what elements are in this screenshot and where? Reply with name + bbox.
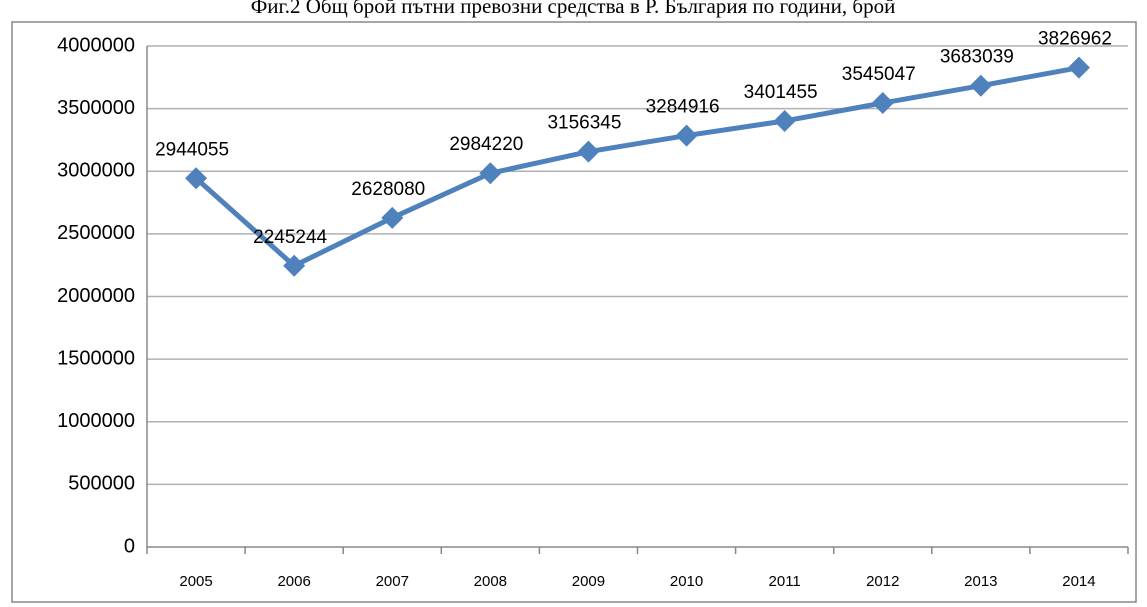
marker (479, 162, 502, 185)
data-label: 2944055 (155, 139, 229, 160)
x-tick-label: 2005 (179, 573, 212, 590)
data-label: 2628080 (351, 179, 425, 200)
data-label: 3683039 (940, 47, 1014, 68)
marker (381, 206, 404, 229)
marker (1067, 56, 1090, 79)
data-label: 2984220 (449, 134, 523, 155)
marker (871, 91, 894, 114)
data-label: 2245244 (253, 227, 327, 248)
y-tick-label: 3000000 (57, 160, 135, 182)
marker (969, 74, 992, 97)
data-label: 3156345 (547, 113, 621, 134)
y-tick-label: 2000000 (57, 285, 135, 307)
data-label: 3284916 (646, 97, 720, 118)
x-tick-label: 2010 (670, 573, 703, 590)
data-label: 3545047 (842, 64, 916, 85)
marker (283, 254, 306, 277)
y-tick-label: 0 (124, 535, 135, 557)
marker (773, 109, 796, 132)
data-label: 3826962 (1038, 29, 1112, 50)
y-tick-label: 2500000 (57, 222, 135, 244)
x-tick-label: 2012 (866, 573, 899, 590)
x-tick-label: 2008 (474, 573, 507, 590)
x-tick-label: 2013 (964, 573, 997, 590)
x-tick-label: 2007 (376, 573, 409, 590)
chart-frame (11, 21, 1137, 603)
marker (675, 124, 698, 147)
x-tick-label: 2006 (277, 573, 310, 590)
marker (577, 140, 600, 163)
y-tick-label: 3500000 (57, 97, 135, 119)
y-tick-label: 1500000 (57, 347, 135, 369)
y-tick-label: 1000000 (57, 410, 135, 432)
y-tick-label: 500000 (68, 473, 135, 495)
x-tick-label: 2011 (769, 573, 801, 590)
x-tick-label: 2009 (572, 573, 605, 590)
x-tick-label: 2014 (1062, 573, 1095, 590)
data-label: 3401455 (744, 82, 818, 103)
line (194, 65, 1080, 269)
y-tick-label: 4000000 (57, 34, 135, 56)
chart-title: Фиг.2 Общ брой пътни превозни средства в… (251, 0, 896, 18)
marker (185, 167, 208, 190)
